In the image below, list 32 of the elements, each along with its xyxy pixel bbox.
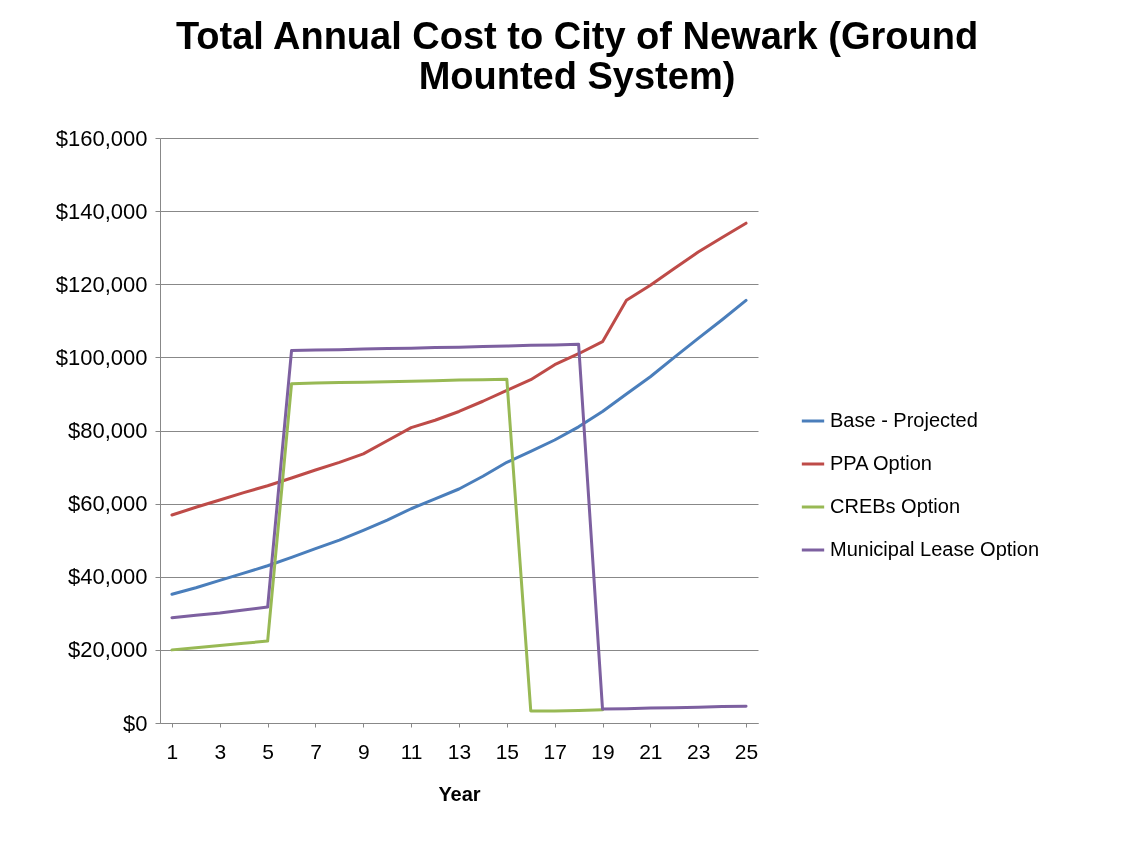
y-tick-label: $20,000 (67, 637, 148, 663)
x-tick-label: 1 (166, 739, 179, 763)
x-tick-label: 13 (447, 739, 472, 763)
x-tick-label: 9 (357, 739, 370, 763)
y-tick-label: $100,000 (55, 344, 148, 370)
x-tick-label: 23 (687, 739, 711, 763)
legend-label: CREBs Option (830, 495, 961, 517)
x-tick-label: 19 (591, 739, 615, 763)
y-tick-label: $140,000 (55, 198, 148, 224)
line-series (170, 342, 748, 711)
y-tick-label: $80,000 (67, 418, 148, 443)
chart-title: Total Annual Cost to City of Newark (Ground Mounted System) (175, 15, 979, 97)
x-tick-label: 25 (734, 739, 759, 763)
y-tick-label: $120,000 (55, 271, 148, 297)
y-tick-label: $160,000 (55, 125, 148, 151)
legend-label: PPA Option (830, 452, 932, 474)
legend-label: Municipal Lease Option (830, 538, 1040, 560)
x-axis-title: Year (438, 782, 481, 805)
y-tick-label: $60,000 (67, 491, 148, 517)
x-tick-label: 7 (310, 739, 322, 763)
line-series (170, 221, 748, 517)
x-tick-label: 15 (495, 739, 520, 763)
y-tick-label: $0 (123, 710, 148, 736)
x-tick-label: 21 (639, 739, 663, 763)
x-tick-label: 17 (543, 739, 567, 763)
y-tick-label: $40,000 (67, 564, 148, 590)
line-series (170, 377, 605, 713)
line-series (170, 298, 748, 596)
x-tick-label: 3 (214, 739, 227, 763)
x-tick-label: 5 (262, 739, 274, 763)
legend-label: Base - Projected (830, 409, 978, 431)
x-tick-label: 11 (400, 739, 423, 763)
